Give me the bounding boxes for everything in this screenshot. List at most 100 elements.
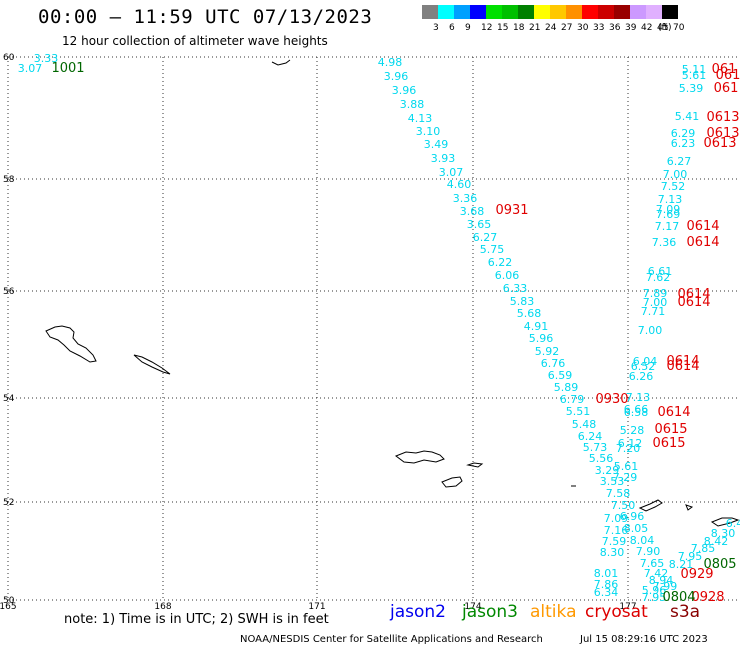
wave-height-value: 7.13 <box>658 193 683 206</box>
island-rat <box>638 499 663 512</box>
st-lawrence-island <box>45 325 97 363</box>
legend-unit: (ft) <box>658 23 672 33</box>
wave-height-value: 3.96 <box>384 70 409 83</box>
wave-height-value: 5.39 <box>679 82 704 95</box>
wave-height-value: 3.49 <box>424 138 449 151</box>
wave-height-value: 7.17 <box>655 220 680 233</box>
wave-height-value: 8.05 <box>624 522 649 535</box>
legend-swatch <box>662 5 678 19</box>
longitude-label: 177 <box>619 602 636 612</box>
wave-height-value: 5.96 <box>642 584 667 597</box>
legend-label: 18 <box>513 23 525 33</box>
legend-label: 33 <box>593 23 605 33</box>
wave-height-value: 5.41 <box>675 110 700 123</box>
wave-height-value: 5.28 <box>620 424 645 437</box>
wave-height-value: 8.30 <box>711 527 736 540</box>
wave-height-value: 6.34 <box>594 586 619 599</box>
wave-height-value: 6.24 <box>578 430 603 443</box>
legend-swatch <box>550 5 566 19</box>
map-subtitle: 12 hour collection of altimeter wave hei… <box>62 34 328 48</box>
wave-height-value: 5.51 <box>566 405 591 418</box>
wave-height-value: 7.59 <box>602 535 627 548</box>
pass-time-label: 1001 <box>51 61 84 76</box>
latitude-label: 52 <box>3 498 14 508</box>
wave-height-value: 6.59 <box>548 369 573 382</box>
wave-height-value: 5.75 <box>480 243 505 256</box>
longitude-label: 171 <box>308 602 325 612</box>
wave-height-value: 3.93 <box>431 152 456 165</box>
alaska-coast-top <box>271 59 291 66</box>
wave-height-value: 7.36 <box>652 236 677 249</box>
latitude-label: 56 <box>3 287 15 297</box>
wave-height-value: 7.89 <box>643 287 668 300</box>
pass-time-label: 0614 <box>666 354 699 369</box>
coastlines <box>45 59 740 527</box>
latitude-label: 54 <box>3 394 15 404</box>
longitude-label: 165 <box>0 602 17 612</box>
wave-height-value: 6.42 <box>726 517 740 530</box>
pass-time-label: 0614 <box>677 295 710 310</box>
wave-height-value: 7.20 <box>616 442 641 455</box>
wave-height-value: 6.27 <box>473 231 498 244</box>
longitude-label: 174 <box>464 602 481 612</box>
wave-height-value: 6.26 <box>629 370 654 383</box>
wave-height-value: 6.22 <box>488 256 513 269</box>
satellite-s3a: s3a <box>670 602 701 622</box>
wave-height-value: 5.89 <box>554 381 579 394</box>
pass-time-label: 0614 <box>686 235 719 250</box>
pass-time-label: 0930 <box>595 392 628 407</box>
wave-height-value: 7.00 <box>663 168 688 181</box>
wave-height-value: 7.00 <box>638 324 663 337</box>
legend-label: 30 <box>577 23 589 33</box>
pass-time-label: 0614 <box>666 359 699 374</box>
wave-height-value: 7.85 <box>691 542 716 555</box>
legend-swatch <box>566 5 582 19</box>
wave-height-value: 7.50 <box>611 499 636 512</box>
green-observations: 1001 0805 0804 <box>51 61 736 605</box>
wave-height-value: 6.52 <box>631 360 656 373</box>
pass-time-label: 0613 <box>703 136 736 151</box>
wave-height-value: 8.01 <box>594 567 619 580</box>
legend-label: 27 <box>561 23 573 33</box>
wave-height-value: 8.42 <box>704 535 729 548</box>
wave-height-value: 5.48 <box>572 418 597 431</box>
legend-label: 70 <box>673 23 685 33</box>
satellite-jason3: jason3 <box>462 602 518 622</box>
wave-height-value: 3.29 <box>595 464 620 477</box>
wave-height-value: 7.69 <box>656 208 681 221</box>
wave-height-value: 5.83 <box>510 295 535 308</box>
satellite-jason2: jason2 <box>390 602 446 622</box>
pass-time-label: 0613 <box>706 126 739 141</box>
island-small-2 <box>685 504 694 511</box>
wave-height-value: 3.65 <box>467 218 492 231</box>
island-attu <box>394 450 445 464</box>
wave-height-value: 5.11 <box>682 63 707 76</box>
pass-time-label: 0613 <box>706 110 739 125</box>
wave-height-value: 5.56 <box>589 452 614 465</box>
longitude-label: 168 <box>154 602 171 612</box>
wave-height-value: 3.88 <box>400 98 425 111</box>
wave-height-value: 5.68 <box>517 307 542 320</box>
wave-height-value: 6.04 <box>633 355 658 368</box>
pass-time-label: 0804 <box>662 590 695 605</box>
wave-height-value: 7.52 <box>661 180 686 193</box>
wave-height-value: 6.27 <box>667 155 692 168</box>
legend-label: 21 <box>529 23 541 33</box>
satellite-cryosat: cryosat <box>585 602 648 622</box>
island-semichi <box>466 462 484 468</box>
red-observations: 0931093006140614061406140614061406140615… <box>495 62 740 605</box>
latitude-label: 58 <box>3 175 15 185</box>
wave-height-value: 3.36 <box>453 192 478 205</box>
legend-swatch <box>534 5 550 19</box>
wave-height-value: 6.12 <box>618 437 643 450</box>
wave-height-value: 4.98 <box>378 56 403 69</box>
wave-height-value: 7.13 <box>626 391 651 404</box>
wave-height-value: 7.42 <box>644 567 669 580</box>
wave-height-value: 5.61 <box>614 460 639 473</box>
legend-swatch <box>598 5 614 19</box>
wave-height-value: 6.58 <box>624 406 649 419</box>
legend-label: 39 <box>625 23 637 33</box>
credit-line: NOAA/NESDIS Center for Satellite Applica… <box>240 634 543 645</box>
